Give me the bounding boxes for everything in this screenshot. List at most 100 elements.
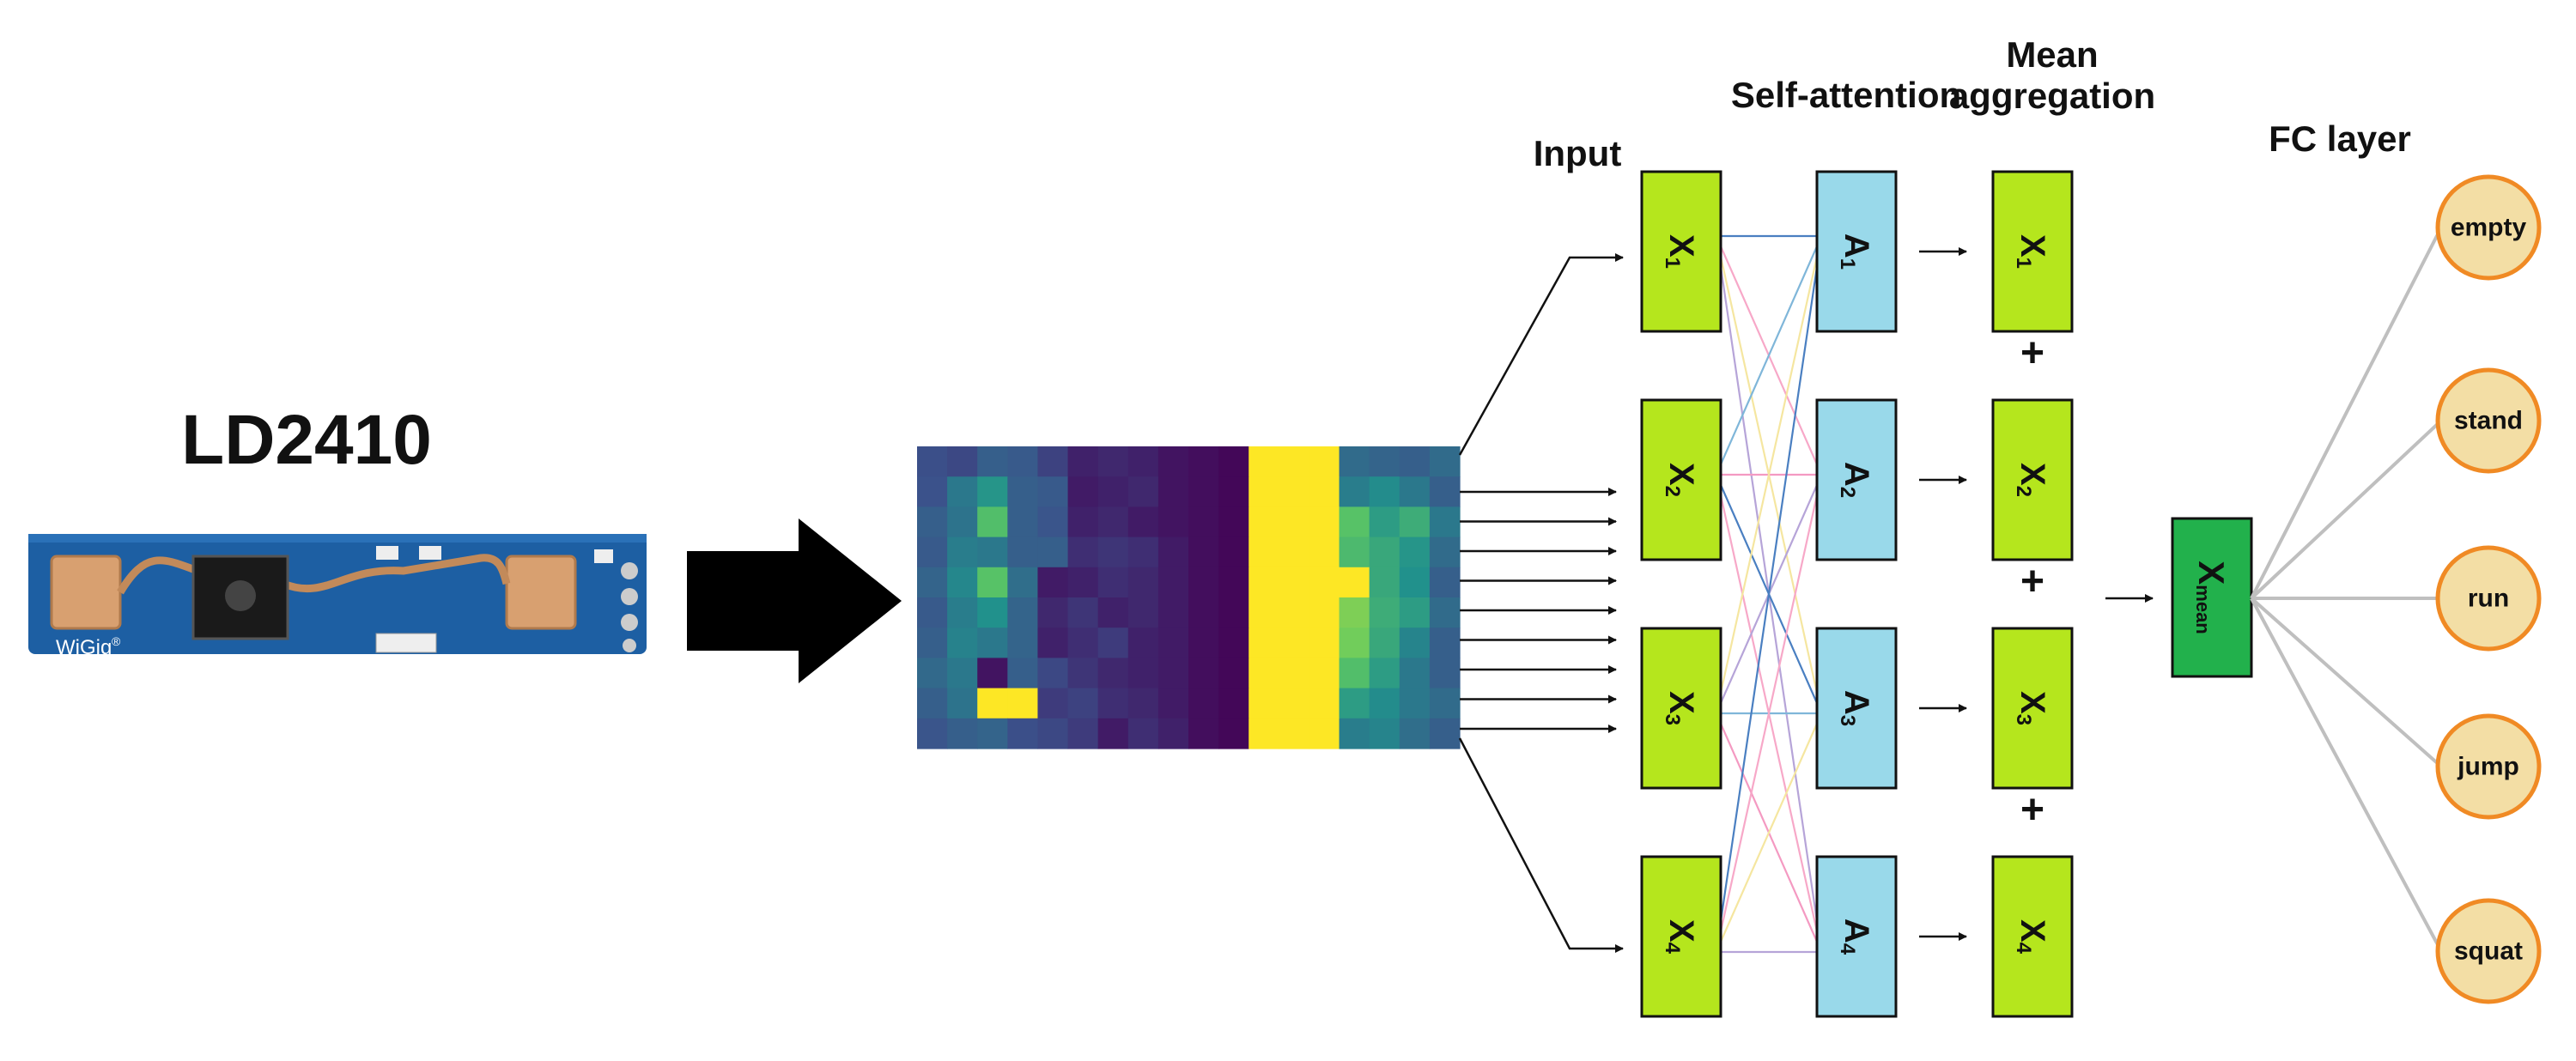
heatmap-cell	[1339, 446, 1370, 477]
heatmap-cell	[1157, 688, 1189, 719]
heatmap-cell	[1127, 628, 1159, 658]
heatmap-cell	[917, 597, 948, 628]
heatmap-cell	[1309, 658, 1340, 689]
heatmap-cell	[1007, 506, 1039, 538]
mean-node-x2-subscript: 2	[2013, 486, 2036, 497]
heatmap-cell	[1399, 628, 1431, 658]
heatmap-cell	[1369, 658, 1400, 689]
heatmap-cell	[1007, 446, 1039, 477]
heatmap-cell	[977, 718, 1008, 749]
plus-sign: +	[2020, 787, 2044, 833]
output-label-stand: stand	[2454, 407, 2523, 435]
heatmap-cell	[1309, 688, 1340, 719]
heatmap-cell	[1429, 476, 1461, 507]
heatmap-cell	[1067, 658, 1099, 689]
heatmap-cell	[1037, 537, 1069, 568]
heatmap-cell	[1007, 688, 1039, 719]
mean-node-x1-subscript: 1	[2013, 258, 2036, 269]
mean-node-x4-label: X	[2014, 919, 2051, 943]
heatmap-cell	[1188, 597, 1219, 628]
heatmap-cell	[947, 597, 978, 628]
heatmap-cell	[1007, 476, 1039, 507]
heatmap-cell	[1127, 476, 1159, 507]
heatmap-cell	[1007, 567, 1039, 598]
heatmap-cell	[1279, 628, 1310, 658]
fc-edge	[2250, 597, 2443, 768]
svg-text:Xmean: Xmean	[2192, 561, 2233, 634]
heatmap-cell	[1429, 597, 1461, 628]
svg-text:A2: A2	[1837, 462, 1876, 498]
heatmap-cell	[1279, 658, 1310, 689]
heatmap-cell	[1369, 567, 1400, 598]
heatmap-cell	[1097, 506, 1129, 538]
attention-edge	[1719, 494, 1819, 932]
output-label-empty: empty	[2451, 214, 2527, 242]
svg-text:X4: X4	[2013, 919, 2052, 955]
heatmap-cell	[1279, 476, 1310, 507]
fc-layer: empty stand run jump squat	[2250, 174, 2542, 1004]
heatmap-cell	[1037, 688, 1069, 719]
heatmap-cell	[1309, 718, 1340, 749]
attention-edge	[1719, 246, 1819, 465]
heatmap-cell	[1097, 537, 1129, 568]
heatmap-cell	[977, 597, 1008, 628]
heatmap-cell	[1399, 658, 1431, 689]
heatmap-cell	[1369, 476, 1400, 507]
heatmap-cell	[1097, 597, 1129, 628]
heatmap-cell	[1007, 597, 1039, 628]
attention-node-a3-subscript: 3	[1837, 715, 1860, 726]
heatmap-cell	[1067, 688, 1099, 719]
heatmap-cell	[1279, 718, 1310, 749]
heatmap-cell	[1369, 446, 1400, 477]
heatmap-cell	[947, 628, 978, 658]
heatmap-cell	[1249, 628, 1279, 658]
heatmap-cell	[1037, 506, 1069, 538]
plus-sign: +	[2020, 330, 2044, 376]
heatmap-cell	[1067, 537, 1099, 568]
heatmap-cell	[1249, 688, 1279, 719]
input-label: Input	[1534, 133, 1622, 173]
heatmap-cell	[977, 567, 1008, 598]
heatmap-cell	[1399, 537, 1431, 568]
heatmap-cell	[1429, 658, 1461, 689]
heatmap-cell	[1097, 446, 1129, 477]
heatmap-cell	[1249, 506, 1279, 538]
heatmap-cell	[1127, 506, 1159, 538]
heatmap-cell	[1067, 476, 1099, 507]
heatmap-cell	[1249, 718, 1279, 749]
attention-node-a4-label: A	[1838, 919, 1875, 943]
heatmap-cell	[1339, 718, 1370, 749]
heatmap-cell	[1097, 658, 1129, 689]
attention-node-a3: A3	[1815, 627, 1898, 790]
heatmap-cell	[1218, 476, 1249, 507]
heatmap-cell	[1339, 567, 1370, 598]
heatmap-cell	[1309, 567, 1340, 598]
fc-edge	[2250, 227, 2443, 599]
mean-result-node-subscript: mean	[2193, 585, 2215, 634]
mean-node-x2: X2	[1991, 398, 2074, 561]
heatmap-cell	[1157, 658, 1189, 689]
attention-node-a2-subscript: 2	[1837, 487, 1860, 498]
heatmap-cell	[1157, 718, 1189, 749]
heatmap-cell	[1279, 537, 1310, 568]
mean-aggregation-label-line1: Mean	[2006, 34, 2098, 75]
heatmap-cell	[1429, 567, 1461, 598]
heatmap-cell	[1097, 688, 1129, 719]
heatmap-cell	[1399, 446, 1431, 477]
heatmap-cell	[1037, 658, 1069, 689]
board-logo-mark: ®	[112, 634, 121, 648]
heatmap-cell	[1429, 537, 1461, 568]
mean-aggregation-label-line2: aggregation	[1949, 76, 2155, 116]
svg-text:X2: X2	[1662, 463, 1701, 497]
heatmap-cell	[917, 446, 948, 477]
mean-node-x1: X1	[1991, 170, 2074, 333]
mean-node-x3-subscript: 3	[2013, 714, 2036, 725]
heatmap-cell	[1369, 506, 1400, 538]
heatmap-cell	[1399, 506, 1431, 538]
heatmap-cell	[1249, 597, 1279, 628]
heatmap-cell	[1399, 567, 1431, 598]
input-arrows	[1458, 253, 1624, 953]
heatmap-cell	[1037, 597, 1069, 628]
heatmap-cell	[1218, 537, 1249, 568]
